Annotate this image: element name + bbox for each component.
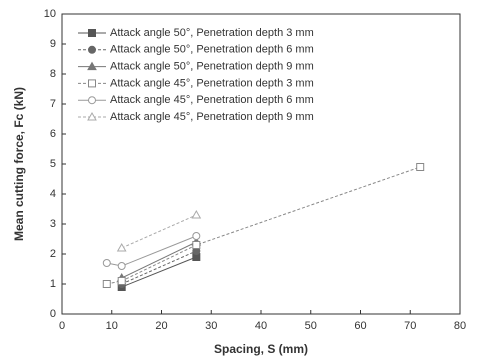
x-tick-label: 0 bbox=[59, 320, 65, 332]
y-tick-label: 8 bbox=[50, 68, 56, 80]
series-line bbox=[121, 256, 197, 288]
marker bbox=[191, 209, 202, 219]
y-tick-label: 9 bbox=[50, 38, 56, 50]
legend-label: Attack angle 45°, Penetration depth 9 mm bbox=[110, 111, 314, 123]
marker bbox=[102, 259, 111, 267]
y-tick-label: 6 bbox=[50, 128, 56, 140]
legend-marker bbox=[87, 111, 97, 121]
marker bbox=[116, 242, 127, 252]
x-tick-label: 70 bbox=[404, 320, 416, 332]
marker bbox=[102, 280, 111, 288]
x-tick-label: 60 bbox=[354, 320, 366, 332]
marker bbox=[117, 277, 126, 285]
legend-marker bbox=[87, 61, 97, 71]
legend-marker bbox=[88, 45, 96, 54]
legend-marker bbox=[88, 29, 96, 37]
x-tick-label: 30 bbox=[205, 320, 217, 332]
y-tick-label: 3 bbox=[50, 218, 56, 230]
marker bbox=[416, 163, 425, 171]
marker bbox=[117, 262, 126, 270]
legend-label: Attack angle 50°, Penetration depth 9 mm bbox=[110, 61, 314, 73]
y-tick-label: 7 bbox=[50, 98, 56, 110]
x-tick-label: 50 bbox=[305, 320, 317, 332]
x-tick-label: 80 bbox=[454, 320, 466, 332]
x-tick-label: 40 bbox=[255, 320, 267, 332]
y-tick-label: 4 bbox=[50, 188, 56, 200]
series-line bbox=[121, 250, 197, 285]
series-line bbox=[121, 241, 197, 279]
y-tick-label: 10 bbox=[44, 8, 56, 20]
y-tick-label: 5 bbox=[50, 158, 56, 170]
legend-label: Attack angle 50°, Penetration depth 6 mm bbox=[110, 44, 314, 56]
x-axis-title: Spacing, S (mm) bbox=[214, 342, 308, 356]
y-tick-label: 2 bbox=[50, 248, 56, 260]
marker bbox=[192, 241, 201, 249]
y-tick-label: 0 bbox=[50, 308, 56, 320]
y-tick-label: 1 bbox=[50, 278, 56, 290]
x-tick-label: 20 bbox=[155, 320, 167, 332]
legend-label: Attack angle 50°, Penetration depth 3 mm bbox=[110, 27, 314, 39]
x-tick-label: 10 bbox=[106, 320, 118, 332]
series-line bbox=[106, 166, 421, 285]
legend-marker bbox=[88, 96, 96, 105]
y-axis-title: Mean cutting force, Fc (kN) bbox=[12, 87, 26, 241]
legend-label: Attack angle 45°, Penetration depth 6 mm bbox=[110, 94, 314, 106]
marker bbox=[192, 232, 201, 240]
legend-marker bbox=[88, 79, 96, 88]
series-line bbox=[121, 214, 197, 249]
legend-label: Attack angle 45°, Penetration depth 3 mm bbox=[110, 77, 314, 89]
